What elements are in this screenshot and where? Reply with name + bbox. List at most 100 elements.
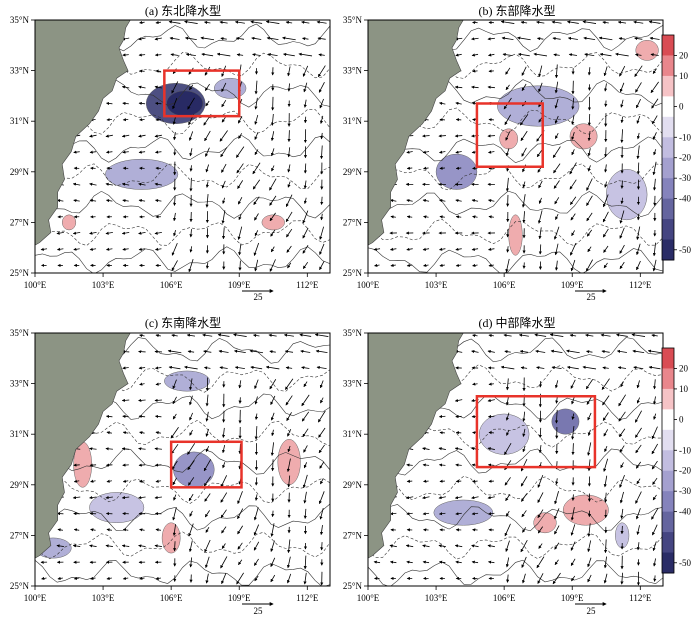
panel-a-wind-vector <box>318 82 325 93</box>
panel-d-wind-vector <box>487 463 495 467</box>
panel-d-wind-vector <box>619 428 626 438</box>
panel-a-wind-vector <box>238 213 242 221</box>
panel-b-anomaly-patch <box>569 123 598 150</box>
panel-a-anomaly-patch <box>261 214 285 231</box>
panel-a-wind-vector <box>155 69 161 73</box>
panel-a-wind-vector <box>138 134 146 138</box>
panel-b-wind-vector <box>652 68 657 75</box>
panel-d-wind-vector <box>438 496 446 500</box>
panel-d-wind-vector <box>587 429 591 437</box>
panel-b-wind-vector <box>554 115 559 124</box>
panel-b-wind-vector <box>553 53 560 57</box>
panel-d-wind-vector <box>647 349 662 354</box>
panel-a-region-box <box>163 69 241 118</box>
panel-a-wind-vector <box>221 82 227 93</box>
panel-a-wind-vector <box>138 53 146 57</box>
panel-b-wind-vector <box>652 242 656 257</box>
panel-d-wind-vector <box>619 445 625 453</box>
panel-d-wind-vector <box>570 507 575 521</box>
panel-b-wind-vector <box>636 226 641 241</box>
panel-c-wind-vector <box>319 461 325 469</box>
panel-c-wind-vector <box>90 576 96 580</box>
panel-c-wind-vector <box>203 459 212 472</box>
panel-d-anomaly-patch <box>551 408 580 435</box>
panel-d-wind-vector <box>538 444 542 454</box>
panel-b-wind-vector <box>586 229 593 237</box>
panel-c-wind-vector <box>72 544 81 548</box>
panel-c-wind-vector <box>299 333 312 337</box>
panel-a-wind-vector <box>287 181 291 188</box>
panel-c-wind-vector <box>172 477 177 486</box>
panel-d-wind-vector <box>471 560 479 564</box>
panel-a-wind-vector <box>121 231 130 235</box>
panel-c-wind-vector <box>285 395 293 406</box>
panel-c-wind-vector <box>56 544 64 548</box>
panel-a-wind-vector <box>302 37 309 41</box>
panel-b-wind-vector <box>455 199 462 203</box>
panel-c-wind-vector <box>106 431 112 435</box>
panel-c-map <box>35 333 330 586</box>
panel-a-wind-vector <box>254 114 259 125</box>
panel-a-vector-reference: 25 <box>254 292 264 302</box>
panel-b-wind-vector <box>390 215 396 219</box>
panel-a-wind-vector <box>221 116 226 123</box>
panel-b-map <box>368 20 663 273</box>
panel-d-wind-vector <box>487 398 495 403</box>
panel-b-wind-vector <box>438 199 446 203</box>
panel-b-wind-vector <box>439 118 445 122</box>
panel-d-wind-vector <box>635 444 642 454</box>
panel-d-wind-vector <box>651 460 658 470</box>
panel-c-lat-tick-label: 25°N <box>10 581 30 591</box>
panel-c-wind-vector <box>173 494 177 501</box>
panel-b-wind-vector <box>553 180 560 189</box>
panel-c-wind-vector <box>221 526 227 534</box>
colorbar-tick-label: -50 <box>679 558 691 568</box>
panel-c-wind-vector <box>122 479 129 483</box>
panel-a-wind-vector <box>187 97 195 110</box>
panel-c-wind-vector <box>284 349 294 354</box>
panel-d-wind-vector <box>422 560 430 564</box>
panel-d-wind-vector <box>651 426 658 440</box>
panel-b-wind-vector <box>505 148 510 157</box>
panel-b-wind-vector <box>636 243 641 256</box>
panel-a-wind-vector <box>234 20 245 24</box>
panel-d-wind-vector <box>522 573 526 584</box>
panel-b-wind-vector <box>454 134 463 138</box>
panel-c-wind-vector <box>172 379 177 390</box>
panel-c-wind-vector <box>285 366 293 370</box>
colorbar-segment <box>662 552 674 574</box>
panel-d-wind-vector <box>633 365 644 370</box>
panel-c-wind-vector <box>218 349 229 353</box>
panel-c-wind-vector <box>139 431 145 435</box>
panel-d-wind-vector <box>555 397 559 404</box>
panel-a-wind-vector <box>318 53 325 57</box>
panel-b-wind-vector <box>455 247 462 251</box>
panel-a-wind-vector <box>154 150 162 154</box>
panel-c-wind-vector <box>122 366 129 370</box>
panel-d-wind-vector <box>552 572 561 585</box>
panel-d-wind-vector <box>538 427 542 439</box>
panel-d-wind-vector <box>620 462 624 469</box>
panel-c-wind-vector <box>271 429 275 437</box>
panel-c-wind-vector <box>303 572 307 585</box>
panel-d-wind-vector <box>406 512 413 516</box>
panel-c-wind-vector <box>138 414 146 419</box>
panel-a-wind-vector <box>173 131 177 141</box>
panel-b-wind-vector <box>471 37 479 41</box>
panel-a-wind-vector <box>319 145 324 160</box>
panel-a-wind-vector <box>121 182 130 186</box>
panel-d-wind-vector <box>406 560 413 564</box>
panel-c-wind-vector <box>168 365 181 370</box>
panel-a-wind-vector <box>121 85 130 89</box>
panel-a-wind-vector <box>138 182 146 186</box>
panel-a-wind-vector <box>222 197 226 205</box>
colorbar-tick-label: -10 <box>679 132 691 142</box>
panel-d-wind-vector <box>550 349 563 354</box>
panel-d-wind-vector <box>519 349 529 354</box>
panel-a-wind-vector <box>138 199 146 203</box>
panel-b-wind-vector <box>472 215 478 219</box>
panel-d-wind-vector <box>554 525 560 535</box>
panel-a-wind-vector <box>184 36 197 41</box>
panel-b-wind-vector <box>571 97 575 110</box>
panel-b-wind-vector <box>636 132 640 140</box>
